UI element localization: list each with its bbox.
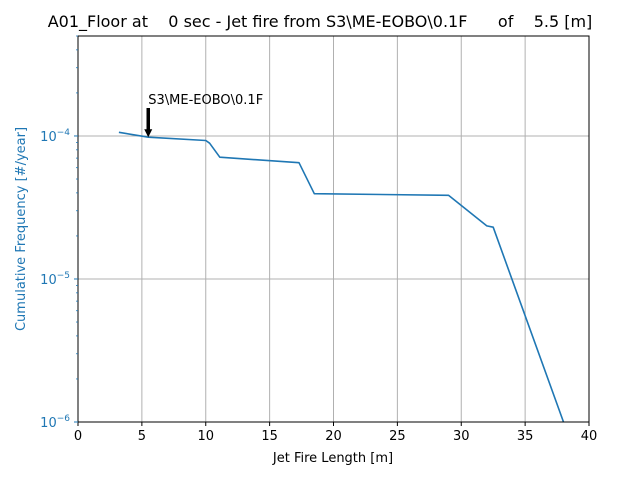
x-tick-label: 20 <box>325 429 342 444</box>
x-tick-label: 5 <box>138 429 146 444</box>
series-layer <box>118 131 565 423</box>
x-tick-label: 25 <box>389 429 406 444</box>
ticks: 0 5 10 15 20 25 30 35 40 10−6 10−5 10−4 <box>40 35 598 444</box>
x-tick-label: 35 <box>517 429 534 444</box>
x-tick-label: 40 <box>581 429 598 444</box>
y-axis-label: Cumulative Frequency [#/year] <box>14 127 29 331</box>
y-tick-label: 10−4 <box>40 128 70 145</box>
x-tick-label: 0 <box>74 429 82 444</box>
x-tick-label: 15 <box>261 429 278 444</box>
chart-title: A01_Floor at 0 sec - Jet fire from S3\ME… <box>48 12 593 32</box>
series-line <box>118 131 565 423</box>
annotation-layer: S3\ME-EOBO\0.1F <box>144 93 263 138</box>
y-tick-label: 10−5 <box>40 271 70 288</box>
annotation-arrow-head <box>144 129 153 138</box>
y-tick-label: 10−6 <box>40 414 70 431</box>
annotation-label: S3\ME-EOBO\0.1F <box>148 93 263 108</box>
x-axis-label: Jet Fire Length [m] <box>272 451 393 466</box>
x-tick-label: 10 <box>197 429 214 444</box>
x-tick-label: 30 <box>453 429 470 444</box>
